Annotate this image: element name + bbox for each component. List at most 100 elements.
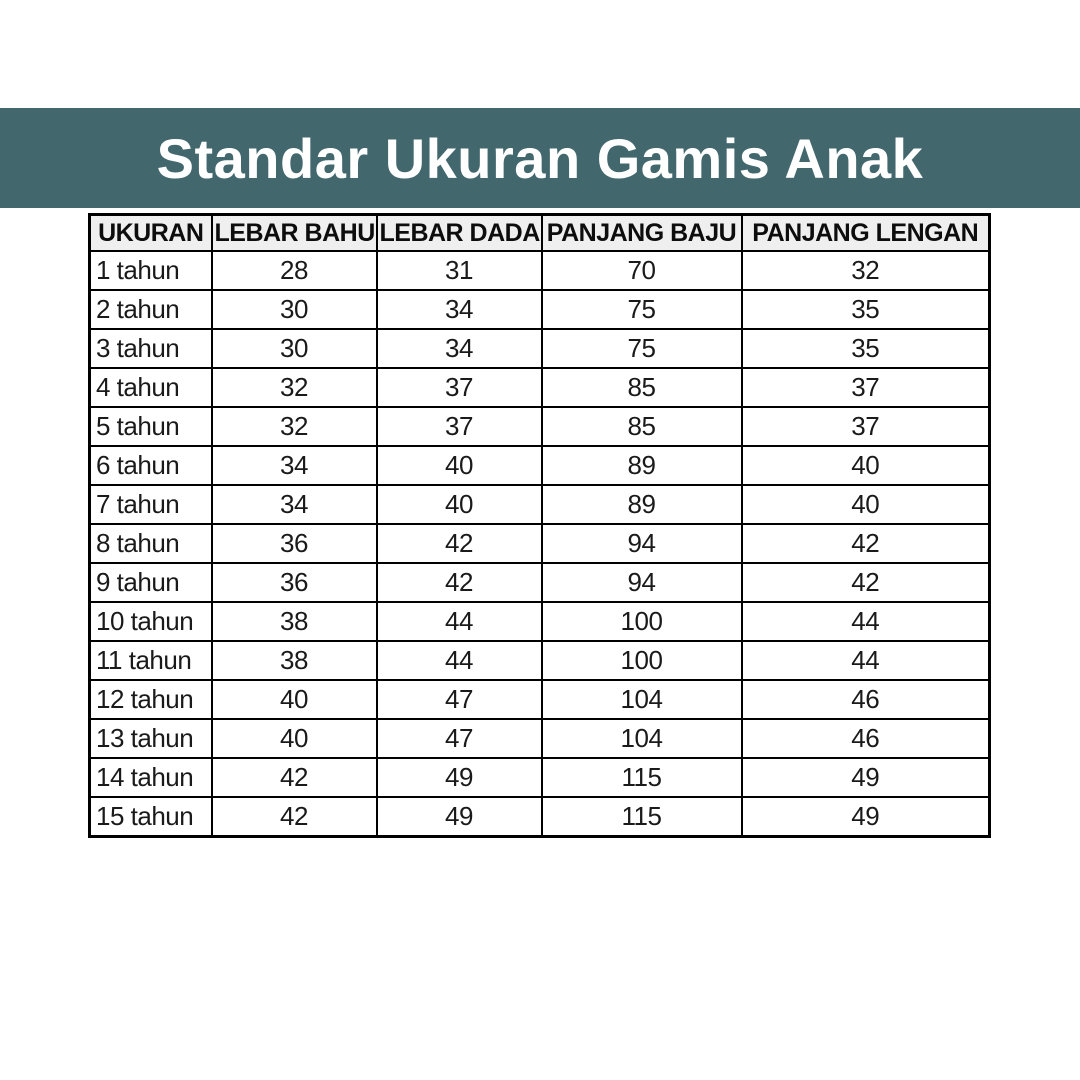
table-row: 14 tahun 42 49 115 49 bbox=[88, 757, 991, 798]
table-cell: 31 bbox=[375, 250, 543, 291]
row-label-cell: 8 tahun bbox=[88, 523, 213, 564]
table-cell: 49 bbox=[740, 757, 991, 798]
table-cell: 47 bbox=[375, 718, 543, 759]
table-cell: 46 bbox=[740, 679, 991, 720]
table-cell: 44 bbox=[375, 640, 543, 681]
table-cell: 40 bbox=[740, 484, 991, 525]
table-cell: 40 bbox=[740, 445, 991, 486]
table-cell: 42 bbox=[210, 796, 378, 838]
table-cell: 94 bbox=[540, 523, 743, 564]
table-row: 8 tahun 36 42 94 42 bbox=[88, 523, 991, 564]
table-cell: 42 bbox=[375, 523, 543, 564]
table-cell: 100 bbox=[540, 601, 743, 642]
table-row: 7 tahun 34 40 89 40 bbox=[88, 484, 991, 525]
row-label-cell: 12 tahun bbox=[88, 679, 213, 720]
row-label-cell: 7 tahun bbox=[88, 484, 213, 525]
table-cell: 47 bbox=[375, 679, 543, 720]
table-cell: 85 bbox=[540, 406, 743, 447]
table-cell: 34 bbox=[210, 445, 378, 486]
table-cell: 115 bbox=[540, 796, 743, 838]
table-cell: 34 bbox=[375, 289, 543, 330]
table-cell: 89 bbox=[540, 445, 743, 486]
table-row: 6 tahun 34 40 89 40 bbox=[88, 445, 991, 486]
row-label-cell: 15 tahun bbox=[88, 796, 213, 838]
table-cell: 32 bbox=[740, 250, 991, 291]
table-cell: 44 bbox=[740, 640, 991, 681]
table-header-cell: PANJANG LENGAN bbox=[740, 213, 991, 252]
row-label-cell: 11 tahun bbox=[88, 640, 213, 681]
row-label-cell: 3 tahun bbox=[88, 328, 213, 369]
table-header-cell: UKURAN bbox=[88, 213, 213, 252]
table-header: UKURAN LEBAR BAHU LEBAR DADA PANJANG BAJU PA… bbox=[88, 213, 991, 252]
row-label-cell: 4 tahun bbox=[88, 367, 213, 408]
table-cell: 37 bbox=[740, 367, 991, 408]
table-cell: 38 bbox=[210, 640, 378, 681]
table-cell: 34 bbox=[210, 484, 378, 525]
table-cell: 44 bbox=[375, 601, 543, 642]
table-row: 12 tahun 40 47 104 46 bbox=[88, 679, 991, 720]
table-header-cell: LEBAR DADA bbox=[375, 213, 543, 252]
table-cell: 30 bbox=[210, 328, 378, 369]
table-header-cell: PANJANG BAJU bbox=[540, 213, 743, 252]
table-row: 11 tahun 38 44 100 44 bbox=[88, 640, 991, 681]
table-row: 1 tahun 28 31 70 32 bbox=[88, 250, 991, 291]
table-row: 3 tahun 30 34 75 35 bbox=[88, 328, 991, 369]
table-cell: 70 bbox=[540, 250, 743, 291]
table-cell: 49 bbox=[375, 796, 543, 838]
table-cell: 40 bbox=[375, 445, 543, 486]
size-chart-container: UKURAN LEBAR BAHU LEBAR DADA PANJANG BAJU PA… bbox=[88, 213, 991, 838]
row-label-cell: 13 tahun bbox=[88, 718, 213, 759]
row-label-cell: 10 tahun bbox=[88, 601, 213, 642]
table-cell: 40 bbox=[210, 718, 378, 759]
table-cell: 46 bbox=[740, 718, 991, 759]
table-cell: 40 bbox=[210, 679, 378, 720]
table-cell: 38 bbox=[210, 601, 378, 642]
row-label-cell: 2 tahun bbox=[88, 289, 213, 330]
page-title: Standar Ukuran Gamis Anak bbox=[156, 126, 924, 190]
table-cell: 32 bbox=[210, 406, 378, 447]
table-row: 13 tahun 40 47 104 46 bbox=[88, 718, 991, 759]
table-row: 10 tahun 38 44 100 44 bbox=[88, 601, 991, 642]
table-row: 9 tahun 36 42 94 42 bbox=[88, 562, 991, 603]
table-cell: 28 bbox=[210, 250, 378, 291]
table-cell: 49 bbox=[740, 796, 991, 838]
table-cell: 115 bbox=[540, 757, 743, 798]
title-banner: Standar Ukuran Gamis Anak bbox=[0, 108, 1080, 208]
table-cell: 104 bbox=[540, 679, 743, 720]
table-row: 5 tahun 32 37 85 37 bbox=[88, 406, 991, 447]
table-cell: 30 bbox=[210, 289, 378, 330]
table-cell: 89 bbox=[540, 484, 743, 525]
table-row: 2 tahun 30 34 75 35 bbox=[88, 289, 991, 330]
table-cell: 75 bbox=[540, 328, 743, 369]
table-cell: 40 bbox=[375, 484, 543, 525]
table-header-cell: LEBAR BAHU bbox=[210, 213, 378, 252]
table-cell: 42 bbox=[740, 523, 991, 564]
row-label-cell: 1 tahun bbox=[88, 250, 213, 291]
table-cell: 42 bbox=[740, 562, 991, 603]
table-cell: 49 bbox=[375, 757, 543, 798]
table-cell: 35 bbox=[740, 328, 991, 369]
table-cell: 35 bbox=[740, 289, 991, 330]
table-cell: 37 bbox=[740, 406, 991, 447]
table-header-row: UKURAN LEBAR BAHU LEBAR DADA PANJANG BAJU PA… bbox=[88, 213, 991, 252]
row-label-cell: 6 tahun bbox=[88, 445, 213, 486]
row-label-cell: 14 tahun bbox=[88, 757, 213, 798]
table-cell: 36 bbox=[210, 562, 378, 603]
table-cell: 75 bbox=[540, 289, 743, 330]
table-cell: 85 bbox=[540, 367, 743, 408]
size-chart-table: UKURAN LEBAR BAHU LEBAR DADA PANJANG BAJU PA… bbox=[88, 213, 991, 838]
table-cell: 32 bbox=[210, 367, 378, 408]
table-row: 15 tahun 42 49 115 49 bbox=[88, 796, 991, 838]
table-row: 4 tahun 32 37 85 37 bbox=[88, 367, 991, 408]
table-cell: 104 bbox=[540, 718, 743, 759]
table-cell: 44 bbox=[740, 601, 991, 642]
table-cell: 37 bbox=[375, 406, 543, 447]
table-cell: 37 bbox=[375, 367, 543, 408]
row-label-cell: 5 tahun bbox=[88, 406, 213, 447]
table-cell: 42 bbox=[210, 757, 378, 798]
row-label-cell: 9 tahun bbox=[88, 562, 213, 603]
table-cell: 100 bbox=[540, 640, 743, 681]
table-cell: 34 bbox=[375, 328, 543, 369]
table-cell: 94 bbox=[540, 562, 743, 603]
